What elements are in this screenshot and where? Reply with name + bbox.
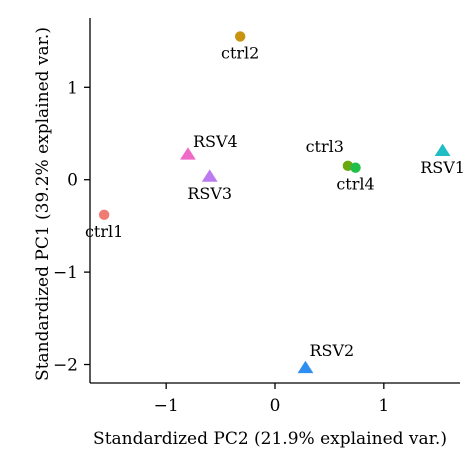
point-rsv1 — [434, 143, 451, 156]
ticks: −1 0 1 −2 −1 0 1 — [53, 78, 389, 416]
label-rsv2: RSV2 — [309, 341, 354, 360]
y-tick-label: −1 — [53, 263, 78, 283]
label-ctrl2: ctrl2 — [221, 43, 259, 62]
y-tick-label: 0 — [67, 171, 78, 191]
y-tick-label: 1 — [67, 78, 78, 98]
point-rsv2 — [297, 360, 314, 374]
label-ctrl1: ctrl1 — [85, 222, 123, 241]
label-ctrl4: ctrl4 — [336, 175, 374, 194]
x-tick-label: 0 — [270, 396, 281, 416]
point-ctrl4 — [350, 162, 361, 173]
point-rsv3 — [201, 169, 218, 182]
x-tick-label: −1 — [154, 396, 179, 416]
label-rsv4: RSV4 — [193, 132, 238, 151]
point-ctrl1 — [98, 209, 110, 221]
point-labels: ctrl1 ctrl2 ctrl3 ctrl4 RSV1 RSV2 RSV3 RSV4 — [85, 43, 465, 360]
axes — [89, 18, 460, 384]
x-tick-label: 1 — [378, 396, 389, 416]
data-points — [98, 31, 451, 374]
label-rsv1: RSV1 — [420, 158, 465, 177]
label-rsv3: RSV3 — [187, 184, 232, 203]
y-tick-label: −2 — [53, 356, 78, 376]
y-axis-title: Standardized PC1 (39.2% explained var.) — [33, 27, 53, 381]
x-axis-title: Standardized PC2 (21.9% explained var.) — [93, 429, 447, 449]
label-ctrl3: ctrl3 — [306, 137, 344, 156]
point-rsv4 — [180, 147, 196, 160]
point-ctrl2 — [234, 31, 246, 42]
